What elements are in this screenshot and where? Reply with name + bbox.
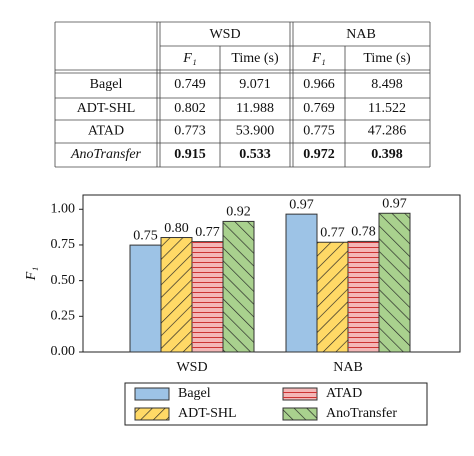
- cell: 11.988: [236, 101, 274, 116]
- bar-hatch: [317, 242, 348, 352]
- cell: 0.398: [371, 147, 403, 162]
- value-label: 0.78: [351, 225, 376, 240]
- value-label: 0.97: [382, 196, 407, 211]
- bar-hatch: [161, 237, 192, 352]
- bar-hatch: [192, 241, 223, 352]
- cell: 0.966: [303, 77, 335, 92]
- column-header: F₁: [182, 51, 196, 66]
- legend-box: [124, 382, 428, 426]
- cell: 0.915: [174, 147, 206, 162]
- cell: 0.749: [174, 77, 206, 92]
- legend-label: ADT-SHL: [178, 406, 237, 421]
- group-header: WSD: [209, 27, 240, 42]
- value-label: 0.97: [289, 197, 314, 212]
- cell: 0.533: [239, 147, 271, 162]
- y-tick-label: 1.00: [51, 201, 76, 216]
- legend-hatch: [283, 388, 317, 400]
- y-tick-label: 0.50: [51, 273, 76, 288]
- cell: 0.972: [303, 147, 335, 162]
- value-label: 0.80: [164, 221, 189, 236]
- cell: 9.071: [239, 77, 271, 92]
- y-tick-label: 0.75: [51, 237, 76, 252]
- cell: 0.802: [174, 101, 206, 116]
- legend-label: Bagel: [178, 386, 211, 401]
- cell: 53.900: [236, 124, 275, 139]
- y-axis-label: F₁: [24, 267, 39, 281]
- column-header: F₁: [311, 51, 325, 66]
- cell: 0.775: [303, 124, 335, 139]
- bar-hatch: [379, 213, 410, 352]
- method-name: Bagel: [90, 77, 123, 92]
- value-label: 0.77: [320, 225, 345, 240]
- y-tick-label: 0.25: [51, 309, 76, 324]
- cell: 0.773: [174, 124, 206, 139]
- x-tick-label: WSD: [176, 360, 207, 375]
- column-header: Time (s): [231, 51, 279, 66]
- cell: 8.498: [371, 77, 403, 92]
- bar: [129, 244, 162, 353]
- cell: 0.769: [303, 101, 335, 116]
- plot-frame: [82, 194, 461, 353]
- results-table: WSD NAB F₁ Time (s) F₁ Time (s): [54, 21, 431, 168]
- bar-hatch: [223, 221, 254, 352]
- legend-label: ATAD: [326, 386, 362, 401]
- method-name: ATAD: [88, 124, 124, 139]
- cell: 11.522: [368, 101, 406, 116]
- x-tick-label: NAB: [333, 360, 363, 375]
- column-header: Time (s): [363, 51, 411, 66]
- legend-hatch: [283, 408, 317, 420]
- legend-swatch: [134, 387, 170, 401]
- group-header: NAB: [346, 27, 376, 42]
- bar: [285, 213, 318, 353]
- value-label: 0.92: [226, 205, 251, 220]
- method-name: ADT-SHL: [77, 101, 136, 116]
- value-label: 0.77: [195, 225, 220, 240]
- y-tick-label: 0.00: [51, 344, 76, 359]
- cell: 47.286: [368, 124, 407, 139]
- method-name: AnoTransfer: [70, 147, 142, 162]
- legend-hatch: [135, 408, 169, 420]
- bar-hatch: [348, 241, 379, 352]
- value-label: 0.75: [133, 228, 158, 243]
- legend-label: AnoTransfer: [326, 406, 397, 421]
